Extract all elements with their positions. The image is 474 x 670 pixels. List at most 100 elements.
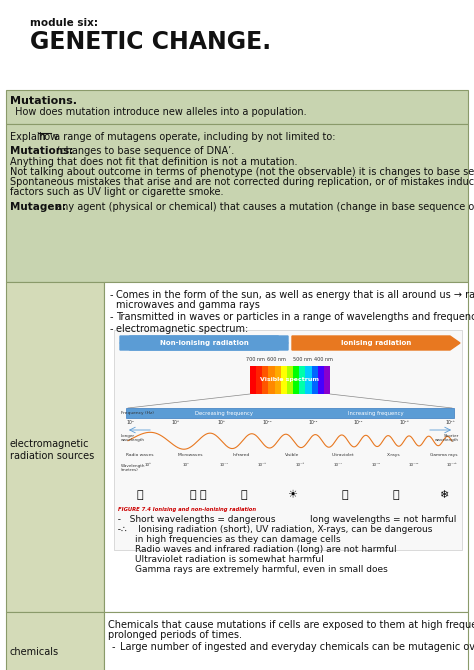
Text: Chemicals that cause mutations if cells are exposed to them at high frequencies : Chemicals that cause mutations if cells … [108,620,474,630]
Text: -: - [110,290,113,300]
Text: 700 nm: 700 nm [246,357,264,362]
Text: 10⁻¹³: 10⁻¹³ [447,463,457,467]
Text: 10⁻⁹: 10⁻⁹ [372,463,381,467]
Text: Radio waves: Radio waves [126,453,154,457]
Bar [256,366,263,394]
Bar [126,408,454,418]
Text: Visible spectrum: Visible spectrum [261,377,319,383]
FancyArrow shape [120,336,288,350]
Text: 10¹²: 10¹² [308,420,318,425]
Text: 📱: 📱 [200,490,206,500]
Text: 📻: 📻 [137,490,143,500]
Text: chemicals: chemicals [10,647,59,657]
Text: Wavelength
(metres): Wavelength (metres) [121,464,146,472]
Bar [287,366,293,394]
Bar [6,90,468,124]
FancyArrow shape [120,336,288,350]
Bar [6,612,104,670]
Text: -   Short wavelengths = dangerous            long wavelengths = not harmful: - Short wavelengths = dangerous long wav… [112,515,456,524]
Bar [299,366,306,394]
Text: electromagnetic
radiation sources: electromagnetic radiation sources [10,439,94,460]
Text: 10³: 10³ [145,463,151,467]
Bar [318,366,324,394]
Text: 10⁻⁵: 10⁻⁵ [296,463,304,467]
Text: module six:: module six: [30,18,98,28]
Text: Microwaves: Microwaves [178,453,203,457]
Text: 10⁻¹: 10⁻¹ [219,463,228,467]
Text: electromagnetic spectrum:: electromagnetic spectrum: [116,324,248,334]
Text: -: - [110,312,113,322]
Text: Anything that does not fit that definition is not a mutation.: Anything that does not fit that definiti… [10,157,298,167]
Text: Large number of ingested and everyday chemicals can be mutagenic over time.: Large number of ingested and everyday ch… [120,642,474,652]
Text: Ionising radiation: Ionising radiation [341,340,411,346]
Text: 10¹⁰: 10¹⁰ [263,420,272,425]
Text: -: - [110,324,113,334]
Text: 10⁻⁷: 10⁻⁷ [334,463,342,467]
Text: 10⁻³: 10⁻³ [257,463,266,467]
Bar [250,366,256,394]
Text: 10¹⁸: 10¹⁸ [445,420,455,425]
Bar [268,366,275,394]
Text: 10⁻¹¹: 10⁻¹¹ [409,463,419,467]
Bar [311,366,318,394]
Text: Radio waves and infrared radiation (long) are not harmful: Radio waves and infrared radiation (long… [112,545,397,554]
Text: 10⁴: 10⁴ [126,420,134,425]
Text: 10⁸: 10⁸ [218,420,225,425]
Text: 600 nm: 600 nm [266,357,285,362]
Text: 10¹: 10¹ [182,463,190,467]
Bar [262,366,269,394]
Bar [6,124,468,282]
Text: 10¹⁶: 10¹⁶ [400,420,409,425]
Text: Gamma rays: Gamma rays [430,453,458,457]
Bar [324,366,330,394]
Text: Shorter
wavelength: Shorter wavelength [435,433,459,442]
Text: Infrared: Infrared [233,453,250,457]
Text: -: - [112,642,116,652]
Text: 📡: 📡 [189,490,196,500]
Bar [114,330,462,550]
Text: Ultraviolet: Ultraviolet [331,453,354,457]
Text: Longer
wavelength: Longer wavelength [121,433,145,442]
Text: 📺: 📺 [392,490,399,500]
Text: Mutations.: Mutations. [10,96,77,106]
Text: a range of mutagens operate, including by not limited to:: a range of mutagens operate, including b… [51,132,336,142]
Text: 500 nm: 500 nm [292,357,311,362]
Text: X-rays: X-rays [386,453,400,457]
Text: 400 nm: 400 nm [314,357,332,362]
Text: in high frequencies as they can damage cells: in high frequencies as they can damage c… [112,535,341,544]
Text: 10⁶: 10⁶ [172,420,180,425]
Text: prolonged periods of times.: prolonged periods of times. [108,630,242,640]
Text: factors such as UV light or cigarette smoke.: factors such as UV light or cigarette sm… [10,187,224,197]
Text: Ultraviolet radiation is somewhat harmful: Ultraviolet radiation is somewhat harmfu… [112,555,324,564]
Bar [6,282,104,612]
Text: 👓: 👓 [341,490,348,500]
Text: FIGURE 7.4 Ionising and non-ionising radiation: FIGURE 7.4 Ionising and non-ionising rad… [118,507,256,512]
Text: Decreasing frequency: Decreasing frequency [195,411,253,415]
Bar [281,366,287,394]
Text: Visible: Visible [285,453,299,457]
Text: Increasing frequency: Increasing frequency [348,411,404,415]
Bar [104,282,468,612]
Text: How does mutation introduce new alleles into a population.: How does mutation introduce new alleles … [12,107,307,117]
Bar [274,366,281,394]
Text: Not talking about outcome in terms of phenotype (not the observable) it is chang: Not talking about outcome in terms of ph… [10,167,474,177]
Text: ‘changes to base sequence of DNA’.: ‘changes to base sequence of DNA’. [54,146,234,156]
Text: 10¹⁴: 10¹⁴ [354,420,364,425]
Text: Mutagen:: Mutagen: [10,202,66,212]
Text: -∴    Ionising radiation (short), UV radiation, X-rays, can be dangerous: -∴ Ionising radiation (short), UV radiat… [112,525,432,534]
Text: Spontaneous mistakes that arise and are not corrected during replication, or of : Spontaneous mistakes that arise and are … [10,177,474,187]
Bar [305,366,312,394]
Text: Frequency (Hz): Frequency (Hz) [121,411,154,415]
Text: ☀: ☀ [287,490,297,500]
Text: Explain: Explain [10,132,49,142]
Text: Comes in the form of the sun, as well as energy that is all around us → radio wa: Comes in the form of the sun, as well as… [116,290,474,300]
FancyArrow shape [292,336,460,350]
Text: Mutations:: Mutations: [10,146,73,156]
Text: microwaves and gamma rays: microwaves and gamma rays [116,300,260,310]
Bar [293,366,300,394]
Text: ❄: ❄ [439,490,449,500]
Text: any agent (physical or chemical) that causes a mutation (change in base sequence: any agent (physical or chemical) that ca… [53,202,474,212]
Text: GENETIC CHANGE.: GENETIC CHANGE. [30,30,271,54]
Text: Non-ionising radiation: Non-ionising radiation [160,340,248,346]
Text: Gamma rays are extremely harmful, even in small does: Gamma rays are extremely harmful, even i… [112,565,388,574]
